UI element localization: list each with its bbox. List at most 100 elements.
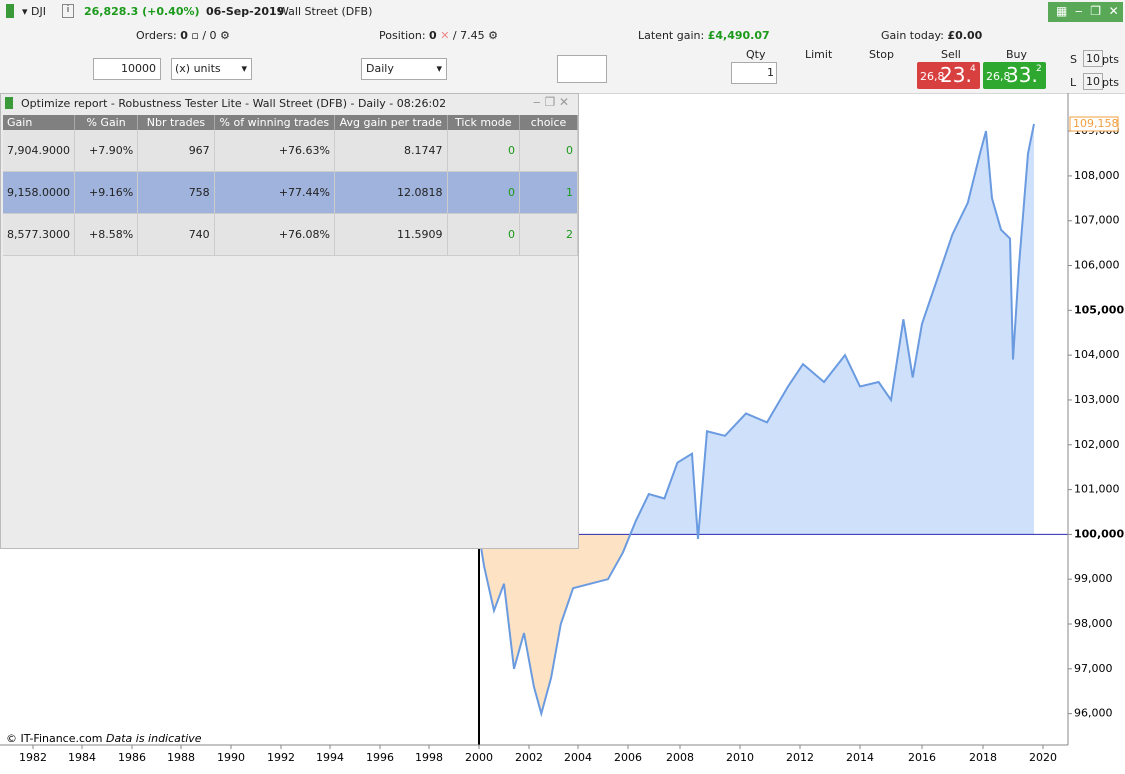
optimize-report: Optimize report - Robustness Tester Lite…	[0, 93, 579, 549]
period-select[interactable]: Daily ▾	[361, 58, 447, 80]
cell: 2	[519, 213, 578, 256]
quantity-input[interactable]: 10000	[93, 58, 161, 80]
cell: +76.08%	[214, 213, 336, 256]
report-row: 9,158.0000 +9.16% 758 +77.44% 12.0818 0 1	[3, 171, 578, 214]
column-header: % of winning trades	[214, 115, 336, 130]
report-table: Gain% Gain Nbr trades% of winning trades A…	[3, 115, 578, 256]
x-tick-label: 2020	[1029, 751, 1057, 764]
x-tick-label: 1994	[316, 751, 344, 764]
s-pts[interactable]: 10	[1083, 50, 1103, 67]
buy-suffix[interactable]: 2	[1036, 64, 1042, 74]
copyright: © IT-Finance.com Data is indicative	[6, 732, 202, 745]
units[interactable]: (x) units	[175, 62, 221, 75]
y-tick-label: 105,000	[1074, 303, 1124, 316]
sell-button[interactable]: 26,8 23. 4	[917, 62, 980, 89]
sell-suffix[interactable]: 4	[970, 64, 976, 74]
cell: 758	[137, 171, 215, 214]
area-above	[630, 124, 1034, 534]
cell: 740	[137, 213, 215, 256]
position: Position: 0 ✕ / 7.45 ⚙	[379, 29, 498, 42]
buy-label: Buy	[1006, 48, 1028, 61]
label: Orders:	[136, 29, 177, 42]
cell: 7,904.9000	[3, 130, 75, 172]
window-controls[interactable]	[1048, 2, 1123, 22]
label: Latent gain:	[638, 29, 705, 42]
current-value-box	[1069, 116, 1119, 132]
instrument[interactable]: DJI	[31, 5, 46, 18]
header-row: Gain% Gain Nbr trades% of winning trades A…	[3, 115, 578, 130]
column-header: Tick mode	[447, 115, 521, 130]
cell: +7.90%	[74, 130, 139, 172]
y-tick-label: 98,000	[1074, 617, 1113, 630]
symbol[interactable]: ▾ DJI	[22, 5, 46, 18]
s-label: S	[1070, 53, 1077, 66]
x-tick-label: 1996	[366, 751, 394, 764]
cell: 1	[519, 171, 578, 214]
x-tick-label: 1984	[68, 751, 96, 764]
l-pts[interactable]: 10	[1083, 73, 1103, 90]
candle-icon	[6, 4, 14, 18]
x-tick-label: 1988	[167, 751, 195, 764]
buy-button[interactable]: 26,8 33. 2	[983, 62, 1046, 89]
current-value: 109,158	[1073, 117, 1119, 130]
limit-label: Limit	[805, 48, 833, 61]
cell: +8.58%	[74, 213, 139, 256]
indicator-button[interactable]	[557, 55, 607, 83]
units-select[interactable]: (x) units ▾	[171, 58, 252, 80]
pts: pts	[1102, 53, 1120, 66]
latent: Latent gain: £4,490.07	[638, 29, 770, 42]
report-title: Optimize report - Robustness Tester Lite…	[21, 97, 447, 110]
x-tick-label: 2018	[969, 751, 997, 764]
value: / 7.45	[452, 29, 485, 42]
cell: 967	[137, 130, 215, 172]
x-tick-label: 2010	[726, 751, 754, 764]
label: Position:	[379, 29, 426, 42]
market: Wall Street (DFB)	[278, 5, 373, 18]
cell: 9,158.0000	[3, 171, 75, 214]
equity-line	[478, 123, 1035, 718]
y-tick-label: 104,000	[1074, 348, 1120, 361]
cell: 8.1747	[334, 130, 448, 172]
stop-label: Stop	[869, 48, 895, 61]
column-header: choice	[519, 115, 578, 130]
y-tick-label: 108,000	[1074, 169, 1120, 182]
value: £0.00	[947, 29, 983, 42]
y-tick-label: 96,000	[1074, 707, 1113, 720]
x-tick-label: 2008	[666, 751, 694, 764]
x-tick-label: 1990	[217, 751, 245, 764]
buy-prefix[interactable]: 26,8	[986, 70, 1011, 83]
window-buttons[interactable]: ‒ ❐ ✕	[533, 95, 570, 109]
y-tick-label: 103,000	[1074, 393, 1120, 406]
sell-main[interactable]: 23.	[940, 63, 972, 87]
column-header: Gain	[3, 115, 75, 130]
x-tick-label: 2012	[786, 751, 814, 764]
x-tick-label: 2000	[465, 751, 493, 764]
x-tick-label: 2016	[908, 751, 936, 764]
icon	[5, 97, 13, 109]
cell: 11.5909	[334, 213, 448, 256]
report-row: 7,904.9000 +7.90% 967 +76.63% 8.1747 0 0	[3, 130, 578, 172]
period[interactable]: Daily	[366, 62, 394, 75]
buy-main[interactable]: 33.	[1006, 63, 1038, 87]
date: 06-Sep-2019	[206, 5, 285, 18]
cell: 0	[447, 171, 521, 214]
x-tick-label: 2006	[614, 751, 642, 764]
x-tick-label: 1992	[267, 751, 295, 764]
column-header: Nbr trades	[137, 115, 215, 130]
copyright-text: © IT-Finance.com	[6, 732, 103, 745]
qty-label: Qty	[746, 48, 766, 61]
qty-input[interactable]: 1	[731, 62, 777, 84]
sell-prefix[interactable]: 26,8	[920, 70, 945, 83]
x-tick-label: 1982	[19, 751, 47, 764]
cell: +76.63%	[214, 130, 336, 172]
cell: 12.0818	[334, 171, 448, 214]
y-tick-label: 106,000	[1074, 259, 1120, 272]
area-below	[479, 534, 1034, 714]
value: / 0	[202, 29, 217, 42]
label: Gain today:	[881, 29, 944, 42]
orders: Orders: 0 ▫ / 0 ⚙	[136, 29, 230, 42]
window-buttons[interactable]: ▦ ‒ ❐ ✕	[1056, 4, 1119, 18]
note: Data is indicative	[106, 732, 202, 745]
info-icon[interactable]: i	[62, 4, 74, 18]
x-tick-label: 2004	[564, 751, 592, 764]
